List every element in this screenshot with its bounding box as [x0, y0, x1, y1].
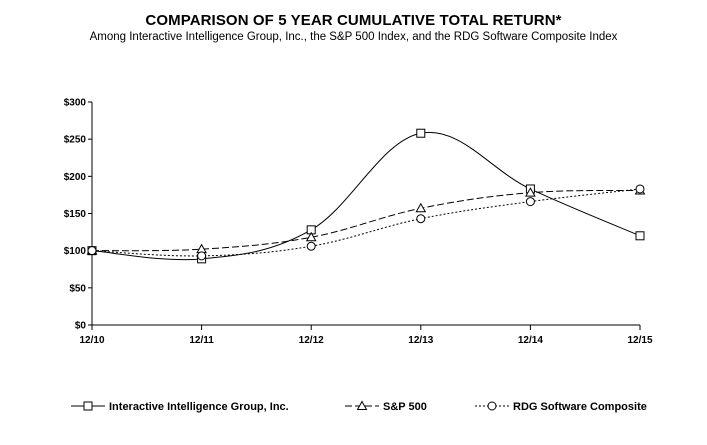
legend-label: Interactive Intelligence Group, Inc.	[109, 401, 289, 413]
square-marker	[635, 231, 645, 241]
series-triangle	[86, 184, 646, 255]
y-tick-label: $300	[64, 98, 87, 109]
triangle-marker	[305, 231, 317, 242]
series-square	[87, 128, 645, 264]
circle-marker	[87, 246, 97, 256]
series-line	[91, 188, 641, 257]
triangle-marker	[525, 187, 536, 197]
x-tick-label: 12/10	[79, 335, 104, 346]
chart-series	[86, 128, 646, 264]
legend-label: RDG Software Composite	[513, 401, 647, 413]
chart-axes: $0 $50 $100 $150 $200 $250 $300 12/10 12/11 12/12…	[64, 98, 653, 347]
x-tick-label: 12/15	[627, 335, 652, 346]
chart-subtitle: Among Interactive Intelligence Group, In…	[89, 31, 618, 43]
circle-marker	[306, 241, 316, 251]
y-tick-label: $100	[64, 246, 87, 257]
y-tick-label: $150	[64, 209, 87, 220]
triangle-marker	[356, 400, 368, 410]
x-tick-label: 12/12	[299, 335, 324, 346]
series-line	[91, 189, 641, 252]
circle-marker	[197, 251, 207, 261]
y-tick-label: $200	[64, 172, 87, 183]
circle-marker	[525, 197, 535, 207]
circle-marker	[487, 401, 497, 411]
legend-label: S&P 500	[383, 401, 427, 413]
y-tick-label: $0	[75, 321, 87, 332]
square-marker	[83, 401, 93, 411]
chart-title: COMPARISON OF 5 YEAR CUMULATIVE TOTAL RE…	[145, 12, 562, 29]
legend-item: RDG Software Composite	[475, 401, 647, 413]
x-tick-label: 12/13	[408, 335, 433, 346]
series-circle	[87, 184, 645, 261]
series-line	[91, 131, 641, 261]
circle-marker	[416, 214, 426, 224]
legend-item: S&P 500	[345, 400, 427, 413]
square-marker	[416, 128, 426, 138]
chart-legend: Interactive Intelligence Group, Inc. S&P …	[71, 400, 647, 413]
circle-marker	[635, 184, 645, 194]
x-tick-label: 12/11	[189, 335, 214, 346]
x-tick-label: 12/14	[518, 335, 543, 346]
y-tick-label: $250	[64, 135, 87, 146]
legend-item: Interactive Intelligence Group, Inc.	[71, 401, 289, 413]
triangle-marker	[415, 202, 427, 213]
y-tick-label: $50	[69, 283, 86, 294]
